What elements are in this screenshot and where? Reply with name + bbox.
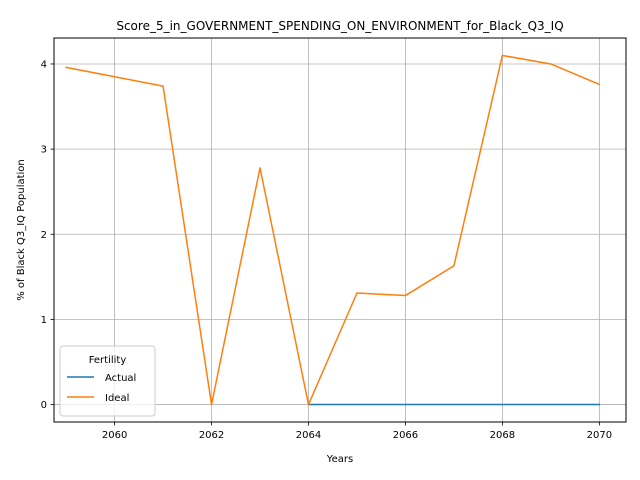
legend-title: Fertility [89, 355, 127, 366]
y-axis-label: % of Black Q3_IQ Population [16, 159, 27, 301]
x-axis-ticks: 2060 2062 2064 2066 2068 2070 [102, 422, 612, 441]
y-tick-label: 2 [41, 230, 47, 241]
x-tick-label: 2068 [490, 430, 515, 441]
y-tick-label: 4 [41, 59, 47, 70]
y-tick-label: 0 [41, 400, 47, 411]
chart-title: Score_5_in_GOVERNMENT_SPENDING_ON_ENVIRO… [116, 19, 563, 33]
x-tick-label: 2066 [393, 430, 418, 441]
series-line-ideal [65, 54, 601, 406]
x-axis-label: Years [326, 454, 353, 465]
legend-box [59, 345, 156, 417]
y-tick-label: 3 [41, 145, 47, 156]
y-tick-label: 1 [41, 315, 47, 326]
x-tick-label: 2060 [102, 430, 127, 441]
x-tick-label: 2064 [296, 430, 321, 441]
series-lines [65, 54, 601, 406]
plot-area-frame [53, 37, 627, 423]
legend-label-actual: Actual [105, 373, 136, 384]
legend: Fertility Actual Ideal [59, 345, 156, 417]
y-axis-ticks: 0 1 2 3 4 [41, 59, 54, 411]
grid-lines [54, 38, 626, 422]
x-tick-label: 2062 [199, 430, 224, 441]
legend-label-ideal: Ideal [105, 393, 129, 404]
x-tick-label: 2070 [587, 430, 612, 441]
